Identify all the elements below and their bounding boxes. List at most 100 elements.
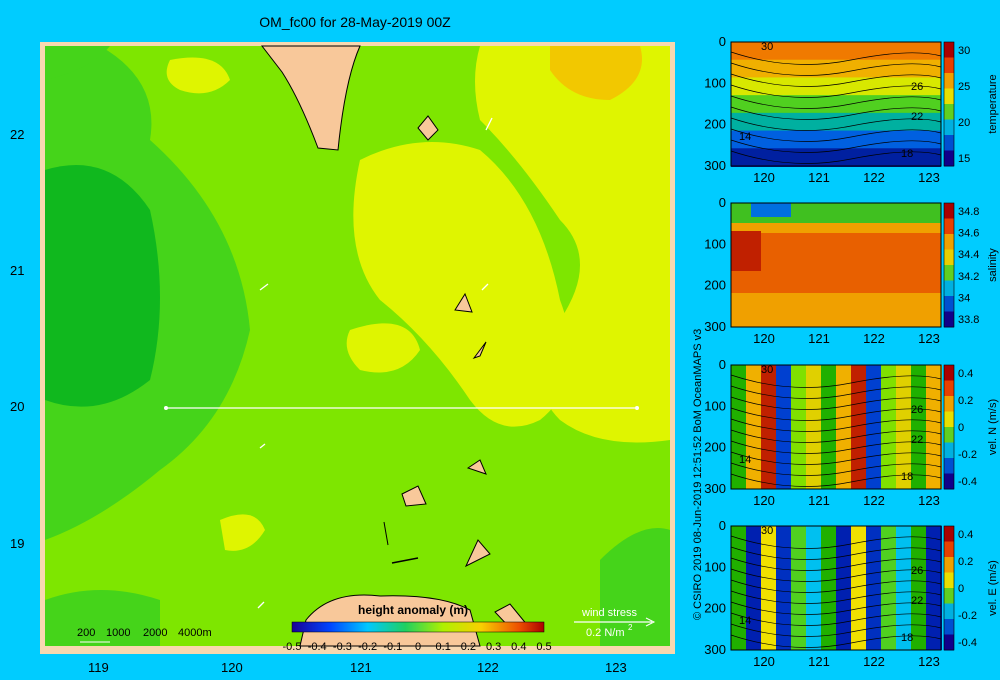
- section-cb-tick: 0.2: [958, 556, 973, 568]
- svg-text:2: 2: [628, 623, 633, 632]
- lon-121: 121: [350, 660, 372, 675]
- section-cb-label: vel. E (m/s): [987, 560, 999, 616]
- map-title: OM_fc00 for 28-May-2019 00Z: [259, 14, 451, 30]
- section-lon-tick: 120: [753, 331, 775, 346]
- colorbar-tick: 0.3: [486, 641, 501, 653]
- section-lon-tick: 123: [918, 493, 940, 508]
- lat-20: 20: [10, 399, 25, 414]
- contour-label: 22: [911, 111, 923, 123]
- section-cb-tick: 15: [958, 153, 970, 165]
- section-cb-label: temperature: [987, 74, 999, 133]
- contour-label: 18: [901, 471, 913, 483]
- section-lon-tick: 121: [808, 170, 830, 185]
- section-lon-tick: 121: [808, 493, 830, 508]
- contour-label: 30: [761, 525, 773, 537]
- contour-label: 26: [911, 565, 923, 577]
- section-lon-tick: 122: [863, 170, 885, 185]
- section-cb-tick: -0.4: [958, 637, 977, 649]
- depth-tick: 300: [704, 158, 726, 173]
- depth-tick: 100: [704, 236, 726, 251]
- section-lon-tick: 122: [863, 493, 885, 508]
- contour-label: 14: [739, 454, 751, 466]
- orange-region: [550, 46, 642, 100]
- section-lon-tick: 120: [753, 170, 775, 185]
- section-lon-tick: 123: [918, 170, 940, 185]
- depth-tick: 100: [704, 398, 726, 413]
- contour-label: 22: [911, 434, 923, 446]
- section-panel: 0 100 200 300 120 121 122 123 34.8 34.6 34.4 34.2 34…: [704, 195, 999, 346]
- yellow-region: [475, 46, 670, 443]
- section-cb-tick: -0.2: [958, 449, 977, 461]
- depth-tick: 300: [704, 481, 726, 496]
- section-lon-tick: 123: [918, 331, 940, 346]
- section-cb-label: salinity: [987, 248, 999, 282]
- contour-label: 30: [761, 364, 773, 376]
- section-lon-tick: 120: [753, 654, 775, 669]
- section-cb-label: vel. N (m/s): [987, 399, 999, 455]
- section-panel: 30 26 22 18 14 0 100 200 300 120 121 122 123 30 25 20 15…: [704, 34, 999, 185]
- contour-label: 30: [761, 41, 773, 53]
- contour-label: 18: [901, 632, 913, 644]
- depth-tick: 0: [719, 195, 726, 210]
- depth-tick: 0: [719, 34, 726, 49]
- colorbar-title: height anomaly (m): [358, 603, 468, 617]
- section-cb-tick: 34.4: [958, 249, 979, 261]
- height-anomaly-map[interactable]: 200 1000 2000 4000m height anomaly (m) -…: [0, 0, 710, 680]
- section-cb-tick: -0.4: [958, 476, 977, 488]
- section-lon-tick: 123: [918, 654, 940, 669]
- taiwan-land: [260, 45, 361, 151]
- section-cb-tick: 0: [958, 422, 964, 434]
- contour-label: 14: [739, 615, 751, 627]
- colorbar-tick: -0.5: [283, 641, 302, 653]
- depth-tick: 0: [719, 518, 726, 533]
- section-panel: 30 26 22 18 14 0 100 200 300 120 121 122 123 0.4 0.2 0 -…: [704, 357, 999, 508]
- lon-122: 122: [477, 660, 499, 675]
- depth-2000: 2000: [143, 627, 167, 639]
- section-cb-tick: 25: [958, 81, 970, 93]
- colorbar-tick: -0.1: [383, 641, 402, 653]
- lat-19: 19: [10, 536, 25, 551]
- section-cb-tick: 34.6: [958, 228, 979, 240]
- section-cb-tick: 0: [958, 583, 964, 595]
- depth-tick: 100: [704, 559, 726, 574]
- lat-21: 21: [10, 263, 25, 278]
- section-lon-tick: 120: [753, 493, 775, 508]
- section-cb-tick: 0.4: [958, 368, 973, 380]
- colorbar-tick: -0.3: [333, 641, 352, 653]
- section-cb-tick: 0.2: [958, 395, 973, 407]
- section-cb-tick: 34.2: [958, 271, 979, 283]
- lon-123: 123: [605, 660, 627, 675]
- depth-tick: 300: [704, 319, 726, 334]
- wind-scale: 0.2 N/m: [586, 627, 625, 639]
- depth-1000: 1000: [106, 627, 130, 639]
- section-cb-tick: -0.2: [958, 610, 977, 622]
- lat-22: 22: [10, 127, 25, 142]
- contour-label: 22: [911, 595, 923, 607]
- depth-200: 200: [77, 627, 95, 639]
- lon-119: 119: [88, 660, 109, 675]
- depth-tick: 200: [704, 117, 726, 132]
- colorbar-tick: 0.4: [511, 641, 526, 653]
- depth-4000: 4000m: [178, 627, 212, 639]
- contour-label: 26: [911, 81, 923, 93]
- colorbar-tick: 0: [415, 641, 421, 653]
- section-panel: 30 26 22 18 14 0 100 200 300 120 121 122 123 0.4 0.2 0 -…: [704, 518, 999, 669]
- contour-label: 26: [911, 404, 923, 416]
- colorbar-tick: 0.2: [461, 641, 476, 653]
- section-lon-tick: 122: [863, 654, 885, 669]
- contour-label: 14: [739, 131, 751, 143]
- section-lon-tick: 121: [808, 654, 830, 669]
- colorbar-tick: -0.2: [358, 641, 377, 653]
- height-colorbar: [291, 621, 545, 633]
- section-cb-tick: 33.8: [958, 314, 979, 326]
- section-cb-tick: 20: [958, 117, 970, 129]
- section-lon-tick: 121: [808, 331, 830, 346]
- section-cb-tick: 0.4: [958, 529, 973, 541]
- colorbar-tick: 0.5: [536, 641, 551, 653]
- wind-label: wind stress: [581, 607, 638, 619]
- section-cb-tick: 30: [958, 45, 970, 57]
- depth-tick: 0: [719, 357, 726, 372]
- luzon-land: [299, 594, 481, 647]
- lon-120: 120: [221, 660, 243, 675]
